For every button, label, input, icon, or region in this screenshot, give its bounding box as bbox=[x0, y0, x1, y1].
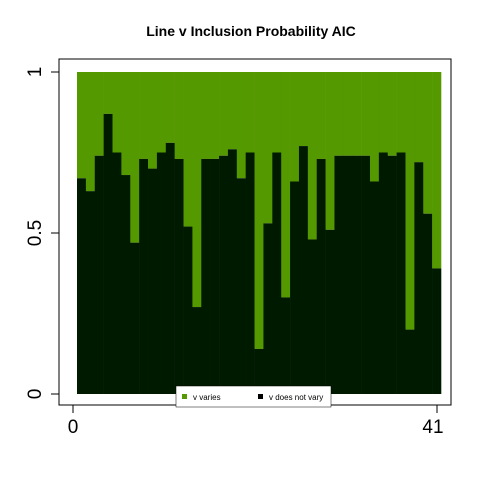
bar-v-does-not-vary-29 bbox=[325, 229, 335, 394]
bar-v-varies-37 bbox=[396, 72, 406, 153]
bar-v-varies-36 bbox=[387, 72, 397, 156]
bar-v-does-not-vary-18 bbox=[227, 149, 238, 394]
bar-v-does-not-vary-31 bbox=[343, 155, 353, 394]
bar-v-varies-2 bbox=[85, 72, 96, 192]
x-tick-label-41: 41 bbox=[422, 417, 443, 438]
bar-v-does-not-vary-19 bbox=[236, 178, 246, 394]
bar-v-does-not-vary-16 bbox=[210, 158, 220, 394]
bar-v-varies-1 bbox=[77, 72, 87, 179]
bar-v-does-not-vary-1 bbox=[77, 178, 87, 394]
legend-swatch-v-does-not-vary bbox=[258, 394, 263, 399]
bar-v-varies-6 bbox=[121, 72, 131, 176]
bar-v-does-not-vary-34 bbox=[369, 181, 380, 394]
bar-v-varies-5 bbox=[112, 72, 122, 153]
bar-v-does-not-vary-20 bbox=[245, 152, 255, 394]
bar-v-varies-30 bbox=[334, 72, 344, 156]
bar-v-does-not-vary-41 bbox=[432, 268, 442, 394]
bar-v-varies-27 bbox=[307, 72, 318, 240]
legend-box bbox=[175, 385, 332, 408]
bar-v-varies-3 bbox=[94, 72, 104, 156]
bar-v-varies-28 bbox=[316, 72, 326, 159]
bar-v-does-not-vary-27 bbox=[307, 239, 318, 394]
bar-v-varies-19 bbox=[236, 72, 246, 179]
bar-v-varies-7 bbox=[130, 72, 140, 243]
bar-v-does-not-vary-3 bbox=[94, 155, 104, 394]
bars bbox=[77, 72, 442, 395]
y-tick-label-0: 0 bbox=[25, 389, 46, 400]
bar-v-does-not-vary-39 bbox=[414, 162, 424, 394]
bar-v-does-not-vary-32 bbox=[352, 155, 362, 394]
bar-v-does-not-vary-30 bbox=[334, 155, 344, 394]
bar-v-varies-34 bbox=[369, 72, 380, 182]
bar-v-does-not-vary-28 bbox=[316, 158, 326, 394]
bar-v-does-not-vary-7 bbox=[130, 242, 140, 394]
legend-label-v-varies: v varies bbox=[193, 393, 221, 402]
bar-v-does-not-vary-22 bbox=[263, 223, 273, 394]
bar-v-varies-15 bbox=[201, 72, 211, 159]
bar-v-varies-40 bbox=[423, 72, 433, 214]
bar-v-varies-41 bbox=[432, 72, 442, 269]
bar-v-does-not-vary-40 bbox=[423, 213, 433, 394]
bar-v-does-not-vary-15 bbox=[201, 158, 211, 394]
y-tick-label-1: 1 bbox=[25, 67, 46, 78]
bar-v-varies-8 bbox=[139, 72, 149, 159]
bar-v-varies-4 bbox=[103, 72, 113, 114]
bar-v-does-not-vary-24 bbox=[281, 297, 291, 394]
bar-v-does-not-vary-26 bbox=[298, 146, 309, 394]
bar-v-does-not-vary-8 bbox=[139, 158, 149, 394]
bar-v-does-not-vary-11 bbox=[165, 142, 175, 394]
bar-v-varies-23 bbox=[272, 72, 282, 153]
bar-v-varies-9 bbox=[148, 72, 158, 169]
bar-v-varies-18 bbox=[227, 72, 238, 150]
bar-v-does-not-vary-14 bbox=[192, 307, 202, 394]
bar-v-varies-16 bbox=[210, 72, 220, 159]
bar-v-varies-21 bbox=[254, 72, 264, 349]
chart-title: Line v Inclusion Probability AIC bbox=[146, 23, 356, 39]
legend: v varies v does not vary bbox=[175, 385, 332, 408]
bar-v-does-not-vary-17 bbox=[219, 155, 229, 394]
bar-v-varies-24 bbox=[281, 72, 291, 298]
bar-v-does-not-vary-38 bbox=[405, 329, 415, 394]
bar-v-does-not-vary-12 bbox=[174, 158, 184, 394]
bar-v-varies-38 bbox=[405, 72, 415, 330]
bar-v-varies-13 bbox=[183, 72, 193, 227]
bar-v-does-not-vary-4 bbox=[103, 113, 113, 395]
bar-v-varies-22 bbox=[263, 72, 273, 224]
bar-v-does-not-vary-36 bbox=[387, 155, 397, 394]
x-tick-label-0: 0 bbox=[68, 417, 79, 438]
bar-v-varies-25 bbox=[290, 72, 300, 182]
bar-v-does-not-vary-35 bbox=[378, 152, 389, 394]
bar-v-varies-12 bbox=[174, 72, 184, 159]
bar-v-does-not-vary-10 bbox=[156, 152, 167, 394]
bar-v-varies-32 bbox=[352, 72, 362, 156]
y-tick-label-0.5: 0.5 bbox=[25, 220, 46, 246]
legend-swatch-v-varies bbox=[182, 394, 187, 399]
bar-v-does-not-vary-23 bbox=[272, 152, 282, 394]
bar-v-varies-31 bbox=[343, 72, 353, 156]
bar-v-does-not-vary-9 bbox=[148, 168, 158, 394]
bar-v-varies-11 bbox=[165, 72, 175, 143]
bar-v-varies-33 bbox=[361, 72, 371, 156]
bar-v-does-not-vary-2 bbox=[85, 191, 96, 394]
bar-v-does-not-vary-5 bbox=[112, 152, 122, 394]
bar-v-varies-20 bbox=[245, 72, 255, 153]
bar-v-varies-39 bbox=[414, 72, 424, 163]
bar-v-does-not-vary-37 bbox=[396, 152, 406, 394]
bar-v-varies-29 bbox=[325, 72, 335, 230]
bar-v-varies-26 bbox=[298, 72, 309, 147]
bar-v-does-not-vary-21 bbox=[254, 348, 264, 394]
bar-v-does-not-vary-6 bbox=[121, 175, 131, 394]
bar-v-varies-17 bbox=[219, 72, 229, 156]
bar-v-varies-10 bbox=[156, 72, 167, 153]
bar-v-varies-35 bbox=[378, 72, 389, 153]
bar-v-does-not-vary-25 bbox=[290, 181, 300, 394]
bar-v-does-not-vary-33 bbox=[361, 155, 371, 394]
legend-label-v-does-not-vary: v does not vary bbox=[269, 393, 323, 402]
bar-v-does-not-vary-13 bbox=[183, 226, 193, 394]
bar-v-varies-14 bbox=[192, 72, 202, 308]
